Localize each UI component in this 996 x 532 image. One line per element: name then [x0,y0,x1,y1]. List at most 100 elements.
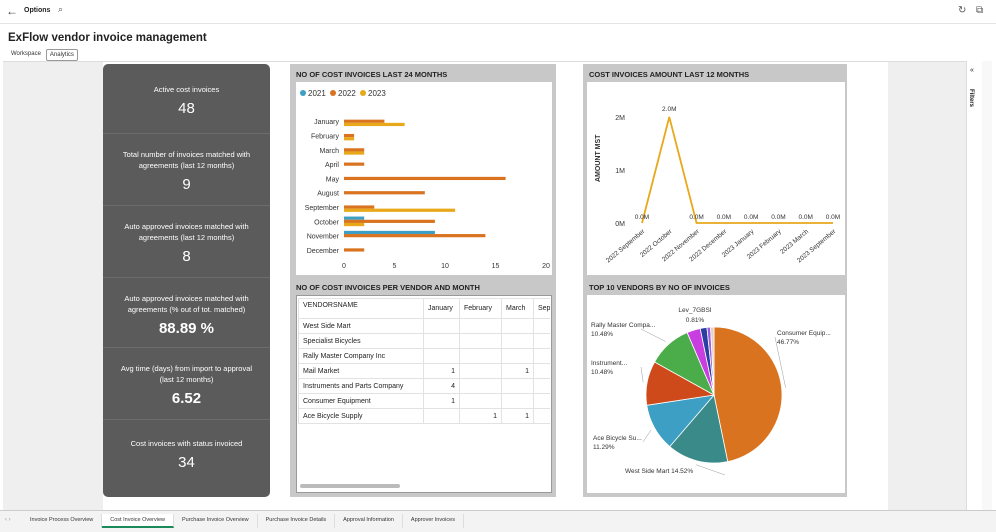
category-label: April [325,162,339,169]
tab-nav-arrows-icon[interactable]: ‹ › [5,517,11,523]
table-cell: 1 [501,408,534,424]
legend-marker [300,90,306,96]
table-row: Instruments and Parts Company 4 [298,378,550,394]
y-tick-label: 2M [615,115,625,122]
category-label: November [307,234,340,241]
slice-value: 10.48% [591,369,613,376]
table-cell [532,378,550,394]
table-cell [501,393,534,409]
table-cell: Rally Master Company Inc [298,348,424,364]
table-row [299,439,551,454]
bar [344,151,365,155]
kpi-value: 8 [182,248,191,265]
kpi-value: 9 [182,176,191,193]
kpi-label: Total number of invoices matched with ag… [122,150,251,170]
workspace-tabs: Workspace Analytics [8,49,78,61]
table-cell [460,454,502,469]
collapse-chevron-icon[interactable]: « [970,67,974,74]
bar [344,222,365,227]
column-header[interactable]: February [459,298,502,319]
table-cell [532,363,550,379]
table-cell: Ace Bicycle Supply [298,408,424,424]
table-row: Mail Market 1 1 [298,363,550,379]
options-menu[interactable]: Options [24,7,51,14]
tab-purchase-invoice-details[interactable]: Purchase Invoice Details [258,514,336,528]
legend-marker [330,90,336,96]
tab-cost-invoice-overview[interactable]: Cost Invoice Overview [102,514,174,528]
table-cell [424,424,460,439]
bar [344,148,365,152]
table-cell [459,348,502,364]
y-tick-label: 1M [615,168,625,175]
table-cell [460,424,502,439]
table-cell [459,363,502,379]
table-cell [532,348,550,364]
pie-slice [710,326,715,396]
data-label: 0.0M [771,214,785,221]
table-cell [534,454,551,469]
table-cell [299,424,424,439]
table-cell [423,333,460,349]
line-chart-panel: COST INVOICES AMOUNT LAST 12 MONTHS AMOU… [583,64,847,277]
data-label: 0.0M [635,214,649,221]
table-row: Ace Bicycle Supply 1 1 [298,408,550,424]
filters-pane[interactable]: « Filters [966,61,980,510]
column-header[interactable]: Sep [532,298,550,319]
kpi-value: 34 [178,454,195,471]
table-cell [423,348,460,364]
tab-approval-information[interactable]: Approval Information [335,514,403,528]
category-label: January [314,119,339,126]
table-cell: 1 [501,363,534,379]
leader-line [774,336,786,388]
table-cell [299,439,424,454]
leader-line [640,328,666,342]
legend-label: 2023 [368,89,386,98]
tab-invoice-process-overview[interactable]: Invoice Process Overview [22,514,103,528]
data-label: 0.0M [826,214,840,221]
horizontal-scrollbar[interactable] [300,484,400,488]
table-cell: Instruments and Parts Company [298,378,424,394]
column-header[interactable]: January [423,298,460,319]
back-arrow-icon[interactable]: ← [6,4,18,18]
y-axis-label: AMOUNT MST [595,134,602,182]
column-header[interactable]: March [501,298,534,319]
bar [344,137,355,141]
table-cell [501,348,534,364]
category-label: February [311,133,340,140]
refresh-icon[interactable]: ↻ [958,5,967,16]
kpi-label: Auto approved invoices matched with agre… [124,294,249,314]
tab-purchase-invoice-overview[interactable]: Purchase Invoice Overview [174,514,258,528]
data-label: 0.0M [717,214,731,221]
leader-line [640,366,644,383]
table-cell [459,393,502,409]
bar [344,133,355,138]
bar [344,119,385,123]
table-cell [424,454,460,469]
pie-chart-panel: TOP 10 VENDORS BY NO OF INVOICES Consume… [583,277,847,497]
vertical-scrollbar[interactable] [982,61,992,510]
top-bar: ← Options ⌕ ↻ ⧉ [0,0,996,24]
x-tick-label: 5 [393,263,397,270]
table-cell [423,408,460,424]
bar [344,248,365,252]
search-icon[interactable]: ⌕ [58,4,64,14]
tab-workspace[interactable]: Workspace [11,51,41,57]
column-header[interactable]: VENDORSNAME [298,298,424,319]
series-line [641,116,833,224]
tab-analytics[interactable]: Analytics [45,49,78,61]
table-cell [501,318,534,334]
data-label: 0.0M [798,214,812,221]
y-tick-label: 0M [615,221,625,228]
bar [344,176,506,181]
leader-line [695,464,726,476]
popout-icon[interactable]: ⧉ [976,5,984,16]
table-cell [532,393,550,409]
page-title: ExFlow vendor invoice management [8,32,207,44]
table-cell [501,378,534,394]
category-label: March [320,148,340,155]
tab-approver-invoices[interactable]: Approver Invoices [403,514,464,528]
line-chart: AMOUNT MST 0M 1M 2M 0.0M 2.0M 0.0M 0.0M 0.0M 0.0M… [595,106,840,264]
data-label: 0.0M [744,214,758,221]
category-label: May [326,176,340,183]
slice-label: Consumer Equip... [777,330,831,337]
